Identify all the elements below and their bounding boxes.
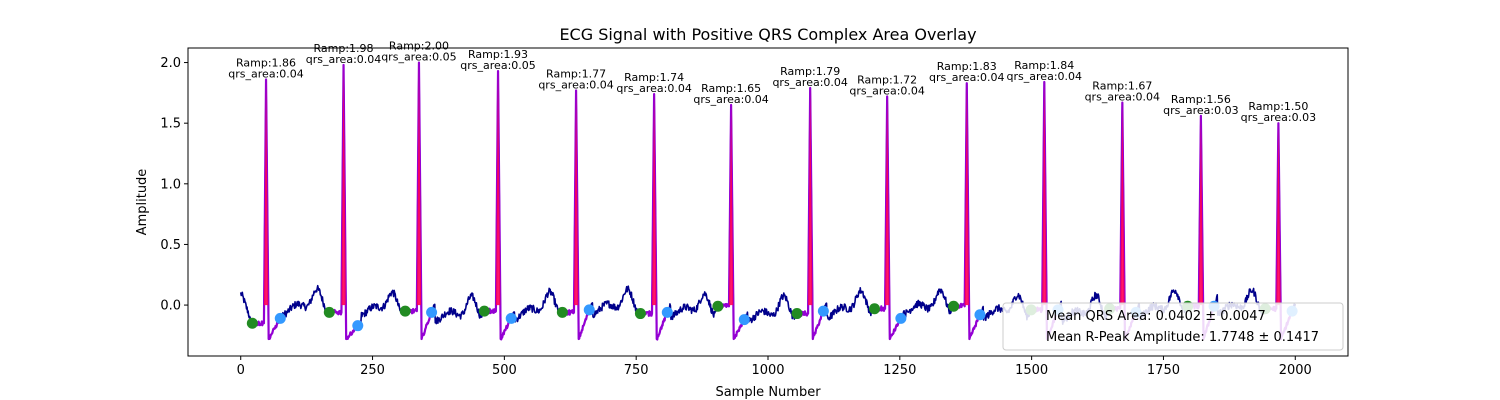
x-tick-label: 1250 [883,363,916,378]
qrs-area-fill [652,94,657,306]
s-point-marker [817,305,829,317]
q-point-marker [478,305,490,317]
qrs-area-annotation: qrs_area:0.03 [1163,104,1238,117]
plot-frame [187,47,1349,357]
r-amp-annotation: Ramp:1.83 [937,60,997,73]
y-tick-label: 2.0 [160,56,181,71]
q-point-marker [791,308,803,320]
qrs-area-annotation: qrs_area:0.04 [616,82,691,95]
r-amp-annotation: Ramp:1.86 [236,57,296,70]
s-point-marker [661,306,673,318]
r-amp-annotation: Ramp:1.77 [546,67,606,80]
y-tick-label: 0.5 [160,238,181,253]
qrs-area-fill [1198,115,1203,306]
qrs-area-fill [808,88,813,306]
x-tick-label: 1000 [751,363,784,378]
r-amp-annotation: Ramp:1.79 [780,65,840,78]
r-amp-annotation: Ramp:1.50 [1248,100,1308,113]
qrs-area-fill [1042,81,1047,306]
qrs-area-annotation: qrs_area:0.04 [538,78,613,91]
qrs-area-annotation: qrs_area:0.05 [381,51,456,64]
qrs-area-annotation: qrs_area:0.04 [1007,70,1082,83]
s-point-marker [274,312,286,324]
s-point-marker [974,309,986,321]
qrs-area-annotation: qrs_area:0.04 [1085,91,1160,104]
qrs-area-annotation: qrs_area:0.04 [306,53,381,66]
s-point-marker [505,312,517,324]
qrs-area-annotation: qrs_area:0.04 [929,71,1004,84]
qrs-area-fill [263,79,269,306]
legend: Mean QRS Area: 0.0402 ± 0.0047 Mean R-Pe… [1002,302,1344,351]
r-amp-annotation: Ramp:1.72 [857,74,917,87]
qrs-area-fill [341,64,346,306]
r-amp-annotation: Ramp:1.67 [1092,80,1152,93]
x-tick-label: 250 [360,363,385,378]
q-point-marker [869,303,881,315]
q-point-marker [246,317,258,329]
qrs-area-fill [885,96,890,306]
x-tick-label: 0 [237,363,245,378]
y-tick-label: 0.0 [160,299,181,314]
s-point-marker [426,306,438,318]
s-point-marker [352,320,364,332]
q-point-marker [712,300,724,312]
y-tick-label: 1.5 [160,117,181,132]
s-point-marker [583,304,595,316]
qrs-area-annotation: qrs_area:0.04 [772,76,847,89]
axes-ticks: 0 250 500 750 1000 1250 1500 1750 2000 0.0 0.5 1.0 1… [160,56,1312,378]
r-amp-annotation: Ramp:1.84 [1014,59,1074,72]
qrs-area-annotation: qrs_area:0.04 [693,93,768,106]
r-amp-annotation: Ramp:1.93 [468,48,528,61]
q-point-marker [399,305,411,317]
qrs-area-annotation: qrs_area:0.03 [1241,111,1316,124]
qrs-area-fill [1120,102,1125,306]
x-axis-label: Sample Number [715,385,821,400]
q-point-marker [948,300,960,312]
r-amp-annotation: Ramp:1.65 [701,82,761,95]
qrs-area-fill [964,83,969,306]
qrs-area-fill [495,71,501,306]
r-amp-annotation: Ramp:2.00 [389,40,449,53]
q-point-marker [556,306,568,318]
qrs-area-fill [1276,123,1281,306]
r-amp-annotation: Ramp:1.74 [624,71,684,84]
qrs-area-annotation: qrs_area:0.05 [460,59,535,72]
legend-entry-r-peak: Mean R-Peak Amplitude: 1.7748 ± 0.1417 [1046,330,1319,345]
chart-title: ECG Signal with Positive QRS Complex Are… [559,25,976,44]
x-tick-label: 2000 [1279,363,1312,378]
legend-box [1002,302,1344,351]
y-axis-label: Amplitude [135,169,150,236]
x-tick-label: 1750 [1147,363,1180,378]
qrs-area-fill [573,90,579,306]
q-point-marker [323,306,335,318]
q-point-marker [634,308,646,320]
s-point-marker [738,314,750,326]
y-tick-label: 1.0 [160,177,181,192]
plot-area: Ramp:1.86qrs_area:0.04Ramp:1.98qrs_area:… [228,40,1316,341]
s-point-marker [895,312,907,324]
x-tick-label: 750 [624,363,649,378]
qrs-area-fill [416,62,422,306]
x-tick-label: 500 [492,363,517,378]
qrs-area-annotation: qrs_area:0.04 [849,85,924,98]
qrs-area-fill [728,104,734,306]
qrs-area-annotation: qrs_area:0.04 [228,68,303,81]
legend-entry-qrs-area: Mean QRS Area: 0.0402 ± 0.0047 [1046,309,1266,324]
r-amp-annotation: Ramp:1.56 [1171,93,1231,106]
x-tick-label: 1500 [1015,363,1048,378]
